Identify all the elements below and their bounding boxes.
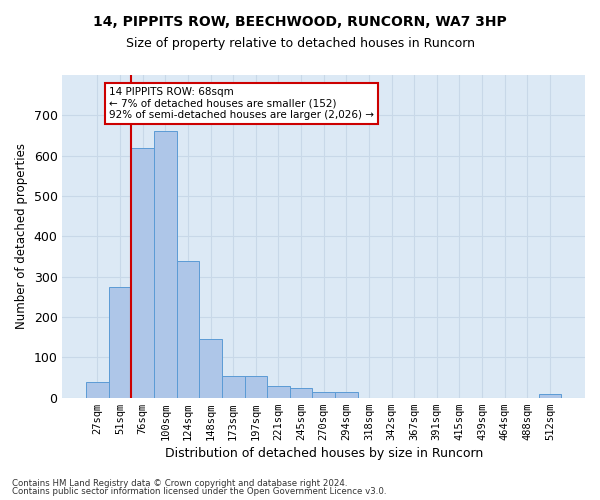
Bar <box>313 392 335 398</box>
X-axis label: Distribution of detached houses by size in Runcorn: Distribution of detached houses by size … <box>164 447 483 460</box>
Bar <box>335 392 358 398</box>
Bar <box>245 376 267 398</box>
Bar <box>109 287 131 398</box>
Bar <box>176 260 199 398</box>
Bar <box>86 382 109 398</box>
Bar <box>222 376 245 398</box>
Bar <box>539 394 561 398</box>
Text: Contains public sector information licensed under the Open Government Licence v3: Contains public sector information licen… <box>12 488 386 496</box>
Text: 14 PIPPITS ROW: 68sqm
← 7% of detached houses are smaller (152)
92% of semi-deta: 14 PIPPITS ROW: 68sqm ← 7% of detached h… <box>109 87 374 120</box>
Y-axis label: Number of detached properties: Number of detached properties <box>15 144 28 330</box>
Text: Contains HM Land Registry data © Crown copyright and database right 2024.: Contains HM Land Registry data © Crown c… <box>12 478 347 488</box>
Bar <box>154 132 176 398</box>
Bar <box>131 148 154 398</box>
Text: 14, PIPPITS ROW, BEECHWOOD, RUNCORN, WA7 3HP: 14, PIPPITS ROW, BEECHWOOD, RUNCORN, WA7… <box>93 15 507 29</box>
Text: Size of property relative to detached houses in Runcorn: Size of property relative to detached ho… <box>125 38 475 51</box>
Bar <box>267 386 290 398</box>
Bar <box>290 388 313 398</box>
Bar <box>199 339 222 398</box>
